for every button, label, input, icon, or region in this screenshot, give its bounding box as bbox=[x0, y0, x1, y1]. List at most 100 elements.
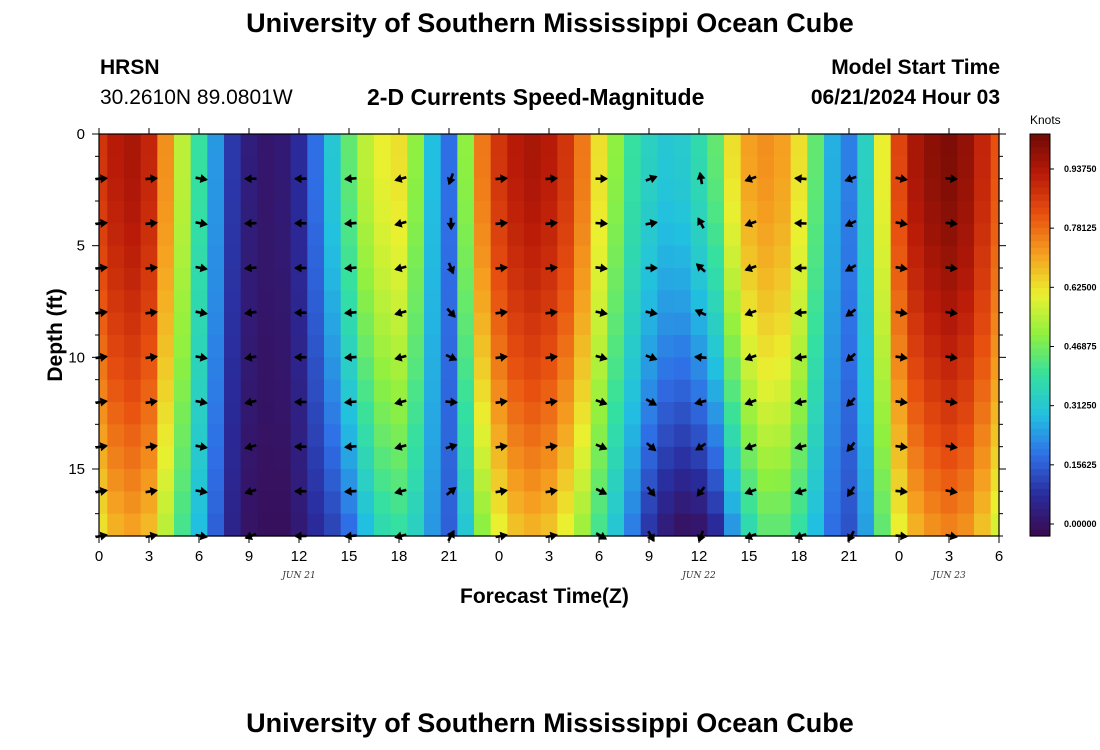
heatmap-cell bbox=[290, 424, 308, 448]
heatmap-cell bbox=[690, 134, 708, 157]
current-vector bbox=[794, 442, 807, 451]
heatmap-cell bbox=[157, 335, 175, 358]
heatmap-cell bbox=[424, 201, 442, 224]
vector-head bbox=[199, 486, 208, 496]
heatmap-cell bbox=[657, 134, 675, 157]
current-vector bbox=[845, 308, 857, 317]
heatmap-cell bbox=[124, 201, 142, 224]
heatmap-cell bbox=[757, 469, 775, 492]
heatmap-cell bbox=[940, 290, 958, 314]
colorbar-band bbox=[1030, 375, 1050, 383]
heatmap-cell bbox=[324, 223, 342, 247]
heatmap-cell bbox=[224, 491, 242, 515]
model-start-label: Model Start Time bbox=[831, 56, 1000, 79]
current-vector bbox=[495, 397, 508, 407]
current-vector bbox=[195, 352, 208, 362]
heatmap-cell bbox=[407, 201, 425, 224]
heatmap-cell bbox=[190, 178, 208, 202]
colorbar-band bbox=[1030, 502, 1050, 510]
vector-head bbox=[150, 263, 158, 273]
heatmap-cell bbox=[640, 379, 658, 403]
current-vector bbox=[945, 352, 958, 362]
heatmap-cell bbox=[907, 312, 925, 336]
heatmap-cell bbox=[357, 379, 375, 403]
heatmap-cell bbox=[674, 402, 692, 425]
vector-head bbox=[446, 176, 456, 186]
current-vector bbox=[895, 352, 908, 362]
heatmap-cell bbox=[540, 469, 558, 492]
heatmap-cell bbox=[107, 469, 125, 492]
colorbar-band bbox=[1030, 187, 1050, 195]
heatmap-cell bbox=[407, 134, 425, 157]
current-vector bbox=[244, 263, 257, 273]
heatmap-cell bbox=[157, 402, 175, 425]
current-vector bbox=[695, 263, 706, 273]
vector-head bbox=[844, 263, 854, 272]
current-vector bbox=[945, 218, 958, 228]
heatmap-cell bbox=[207, 312, 225, 336]
heatmap-cell bbox=[857, 223, 875, 247]
vector-head bbox=[244, 397, 253, 407]
colorbar-tick-label: 0.46875 bbox=[1064, 341, 1097, 351]
current-vector bbox=[595, 174, 608, 184]
heatmap-cell bbox=[140, 223, 158, 247]
current-vector bbox=[794, 218, 807, 228]
heatmap-cell bbox=[99, 446, 108, 470]
heatmap-cell bbox=[740, 201, 758, 224]
heatmap-cell bbox=[607, 446, 625, 470]
heatmap-cell bbox=[740, 469, 758, 492]
heatmap-cell bbox=[724, 268, 742, 291]
current-vector bbox=[545, 397, 558, 407]
heatmap-cell bbox=[357, 178, 375, 202]
heatmap-cell bbox=[757, 357, 775, 381]
heatmap-cell bbox=[790, 424, 808, 448]
heatmap-cell bbox=[890, 491, 908, 515]
heatmap-cell bbox=[607, 134, 625, 157]
current-vector bbox=[294, 397, 307, 407]
current-vector bbox=[344, 308, 357, 318]
heatmap-cell bbox=[540, 446, 558, 470]
heatmap-cell bbox=[307, 268, 325, 291]
current-vector bbox=[595, 397, 608, 407]
heatmap-cell bbox=[757, 446, 775, 470]
heatmap-cell bbox=[440, 268, 458, 291]
heatmap-cell bbox=[490, 134, 508, 157]
x-tick-label: 3 bbox=[145, 548, 153, 565]
colorbar-band bbox=[1030, 221, 1050, 229]
heatmap-cell bbox=[224, 335, 242, 358]
heatmap-cell bbox=[524, 335, 542, 358]
heatmap-cell bbox=[790, 134, 808, 157]
heatmap-cell bbox=[540, 201, 558, 224]
heatmap-cell bbox=[707, 134, 725, 157]
heatmap-cell bbox=[340, 469, 358, 492]
heatmap-cell bbox=[874, 178, 892, 202]
heatmap-cell bbox=[190, 268, 208, 291]
vector-head bbox=[649, 174, 658, 184]
colorbar-band bbox=[1030, 475, 1050, 483]
vector-head bbox=[500, 263, 508, 273]
heatmap-cell bbox=[474, 134, 492, 157]
heatmap-cell bbox=[557, 491, 575, 515]
heatmap-cell bbox=[540, 424, 558, 448]
model-start-value: 06/21/2024 Hour 03 bbox=[810, 86, 1000, 109]
heatmap-cell bbox=[174, 312, 192, 336]
x-tick-label: 21 bbox=[441, 548, 458, 565]
heatmap-cell bbox=[607, 268, 625, 291]
heatmap-cell bbox=[807, 312, 825, 336]
heatmap-cell bbox=[940, 223, 958, 247]
heatmap-cell bbox=[640, 134, 658, 157]
heatmap-cell bbox=[890, 223, 908, 247]
date-label: JUN 21 bbox=[280, 571, 315, 581]
heatmap-cell bbox=[140, 178, 158, 202]
heatmap-cell bbox=[707, 223, 725, 247]
heatmap-cell bbox=[307, 290, 325, 314]
heatmap-cell bbox=[307, 424, 325, 448]
colorbar-band bbox=[1030, 268, 1050, 276]
colorbar-band bbox=[1030, 134, 1050, 142]
heatmap-cell bbox=[190, 469, 208, 492]
heatmap-cell bbox=[124, 223, 142, 247]
heatmap-cell bbox=[440, 379, 458, 403]
heatmap-cell bbox=[524, 268, 542, 291]
heatmap-cell bbox=[707, 201, 725, 224]
heatmap-cell bbox=[557, 178, 575, 202]
